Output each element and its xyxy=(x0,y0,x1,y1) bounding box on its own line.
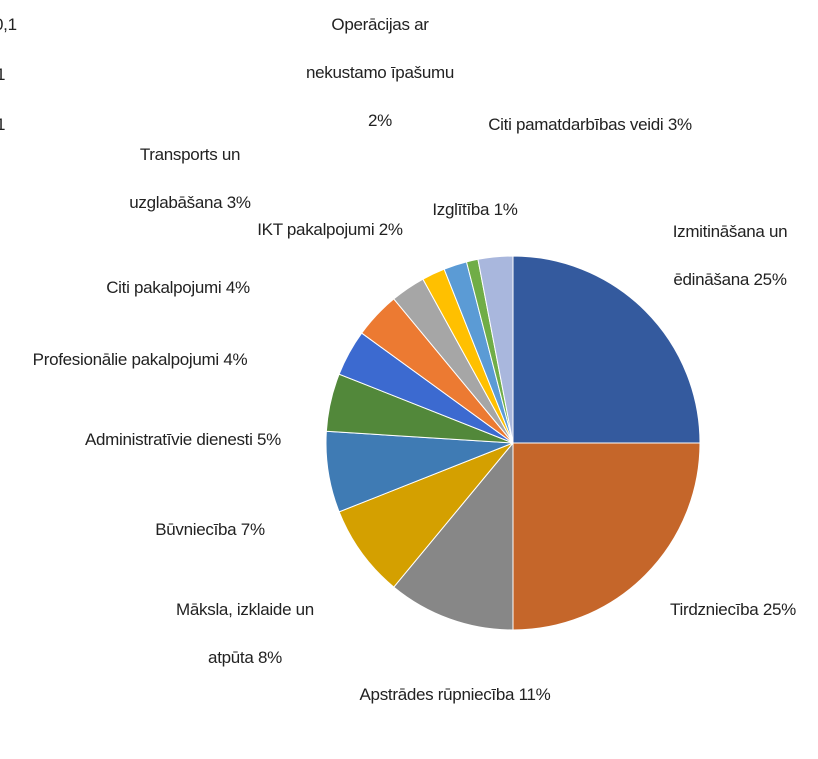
label-text: 5% xyxy=(257,430,282,449)
label-text: Māksla, izklaide un atpūta xyxy=(176,600,314,667)
label-text: IKT pakalpojumi xyxy=(257,220,375,239)
slice-label: Citi pamatdarbības veidi 3% xyxy=(488,101,692,149)
label-text: 3% xyxy=(226,193,251,212)
slice-label: IKT pakalpojumi 2% xyxy=(257,206,403,254)
label-text: Operācijas ar nekustamo īpašumu xyxy=(306,15,454,82)
slice-label: Citi pakalpojumi 4% xyxy=(106,264,250,312)
slice-label: Izmitināšana un ēdināšana 25% xyxy=(648,208,813,304)
slice-label: Māksla, izklaide un atpūta 8% xyxy=(155,586,335,682)
label-text: 25% xyxy=(753,270,787,289)
slice-label: Profesionālie pakalpojumi 4% xyxy=(33,336,248,384)
annotation: 0,1 xyxy=(0,1,17,49)
label-text: 1% xyxy=(493,200,518,219)
label-text: Administratīvie dienesti xyxy=(84,430,253,449)
label-text: Izmitināšana un ēdināšana xyxy=(672,222,788,289)
label-text: 0,1 xyxy=(0,15,17,34)
label-text: 25% xyxy=(762,600,796,619)
slice-label: Apstrādes rūpniecība 11% xyxy=(355,671,555,719)
label-text: 8% xyxy=(257,648,282,667)
label-text: 11% xyxy=(518,685,551,704)
pie-slice xyxy=(393,441,514,631)
pie-slice xyxy=(512,255,701,444)
label-text: 1 xyxy=(0,115,6,134)
slice-label: Operācijas ar nekustamo īpašumu 2% xyxy=(295,1,465,145)
slice-label: Transports un uzglabāšana 3% xyxy=(110,131,270,227)
slice-label: Izglītība 1% xyxy=(432,186,518,234)
label-text: Transports un uzglabāšana xyxy=(129,145,241,212)
label-text: Izglītība xyxy=(432,200,490,219)
label-text: Citi pamatdarbības veidi xyxy=(488,115,664,134)
label-text: Profesionālie pakalpojumi xyxy=(32,350,220,369)
pie-slice xyxy=(512,442,701,631)
label-text: Apstrādes rūpniecība xyxy=(359,685,515,704)
label-text: 2% xyxy=(368,111,392,130)
pie-slice xyxy=(477,255,514,444)
slice-label: Administratīvie dienesti 5% xyxy=(85,416,281,464)
label-text: 3% xyxy=(667,115,692,134)
slice-label: Būvniecība 7% xyxy=(155,506,265,554)
label-text: 1 xyxy=(0,65,6,84)
label-text: 4% xyxy=(225,278,250,297)
label-text: Tirdzniecība xyxy=(670,600,759,619)
label-text: Citi pakalpojumi xyxy=(106,278,222,297)
slice-label: Tirdzniecība 25% xyxy=(670,586,796,634)
label-text: 4% xyxy=(223,350,248,369)
annotation: 1 xyxy=(0,51,5,99)
pie-slice xyxy=(338,442,514,588)
annotation: 1 xyxy=(0,101,5,149)
label-text: 7% xyxy=(240,520,265,539)
label-text: Būvniecība xyxy=(155,520,237,539)
label-text: 2% xyxy=(378,220,403,239)
